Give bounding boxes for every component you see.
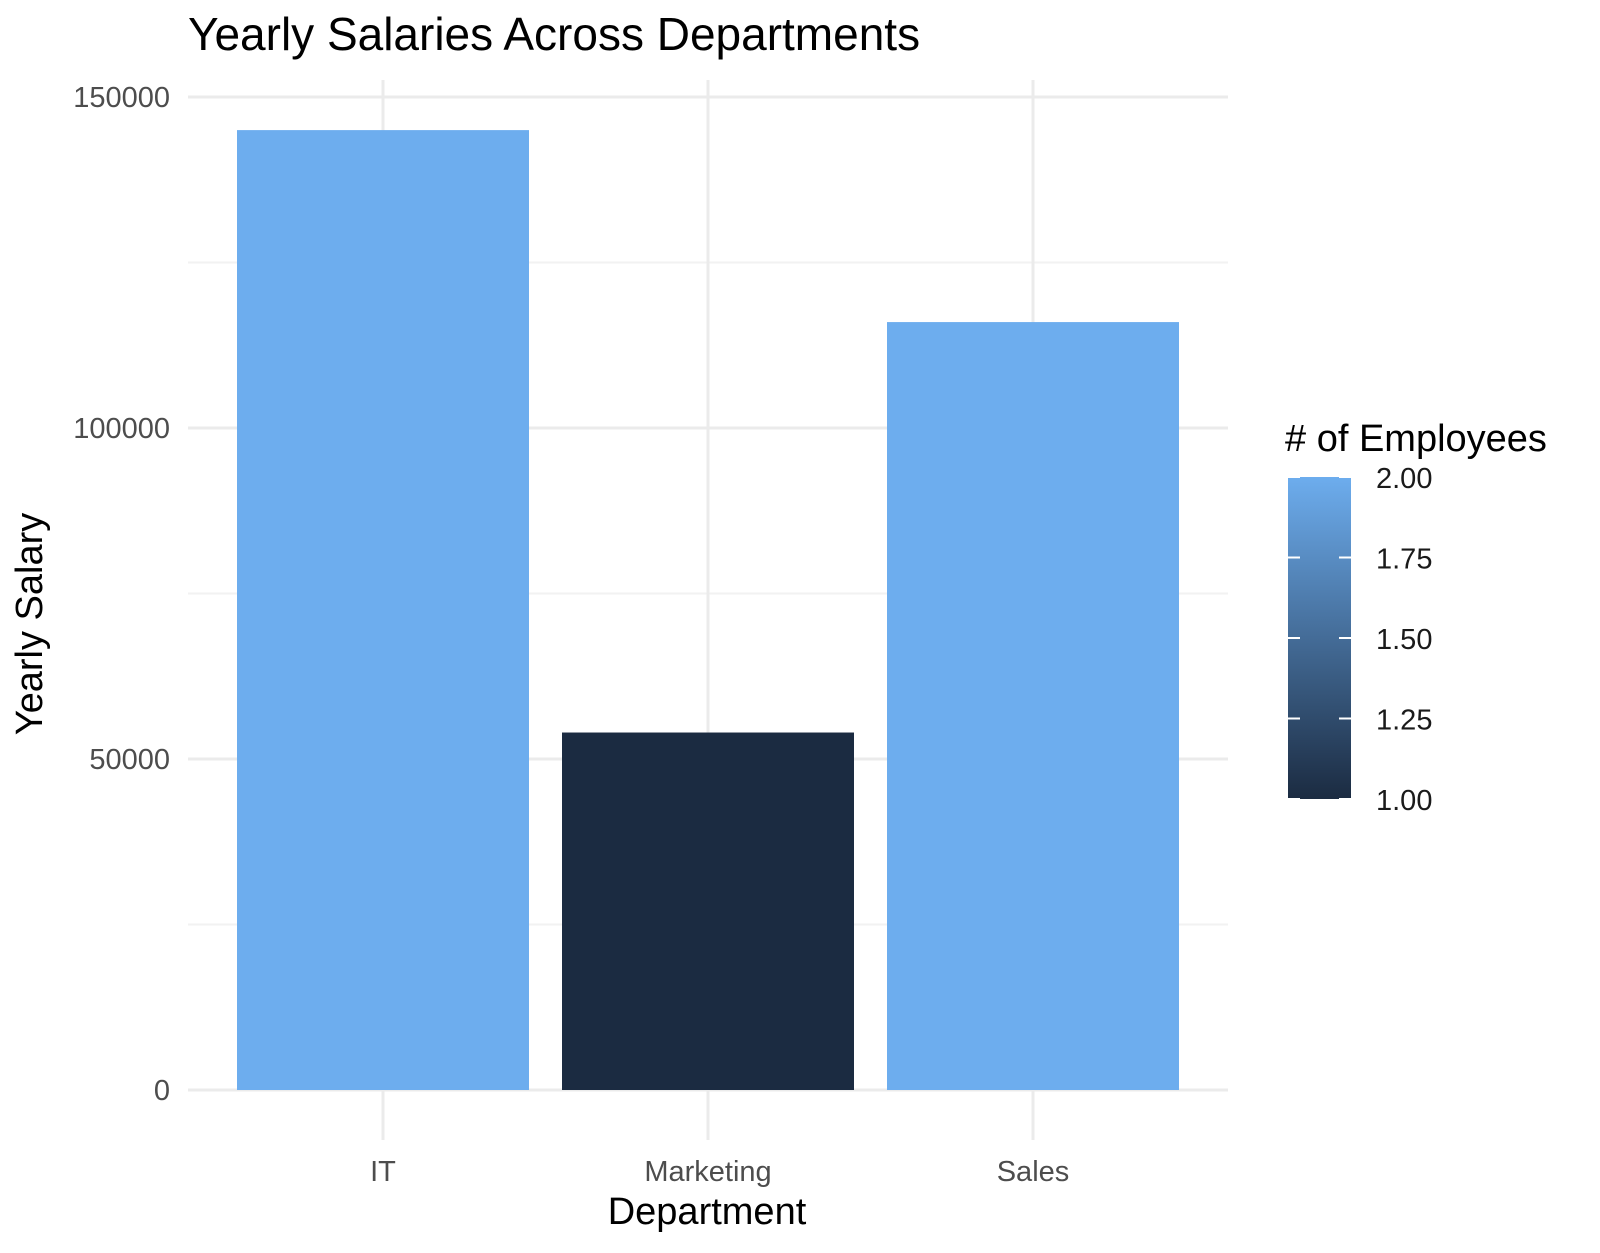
x-tick-label: Sales (997, 1156, 1070, 1188)
y-tick-label: 100000 (73, 413, 170, 445)
legend-tick-label: 1.50 (1376, 624, 1432, 656)
x-axis-title: Department (608, 1191, 807, 1233)
legend-tick-label: 1.25 (1376, 705, 1432, 737)
bar-it (237, 130, 529, 1091)
x-tick-label: Marketing (644, 1156, 771, 1188)
legend-tick-label: 1.00 (1376, 785, 1432, 817)
bar-marketing (562, 732, 854, 1090)
y-tick-label: 50000 (89, 744, 170, 776)
y-tick-label: 150000 (73, 82, 170, 114)
legend-tick-label: 2.00 (1376, 463, 1432, 495)
bars (237, 130, 1179, 1091)
chart-title: Yearly Salaries Across Departments (188, 8, 920, 60)
legend-tick-label: 1.75 (1376, 544, 1432, 576)
legend-title: # of Employees (1285, 418, 1547, 460)
x-axis-ticks: IT Marketing Sales (370, 1156, 1069, 1188)
legend-ticks: 1.00 1.25 1.50 1.75 2.00 (1288, 463, 1432, 817)
y-tick-label: 0 (154, 1075, 170, 1107)
bar-sales (887, 322, 1179, 1091)
y-axis-ticks: 0 50000 100000 150000 (73, 82, 170, 1107)
x-tick-label: IT (370, 1156, 396, 1188)
legend: # of Employees 1.00 1.25 1.50 1.75 2.00 (1285, 418, 1547, 817)
y-axis-title: Yearly Salary (9, 513, 51, 736)
